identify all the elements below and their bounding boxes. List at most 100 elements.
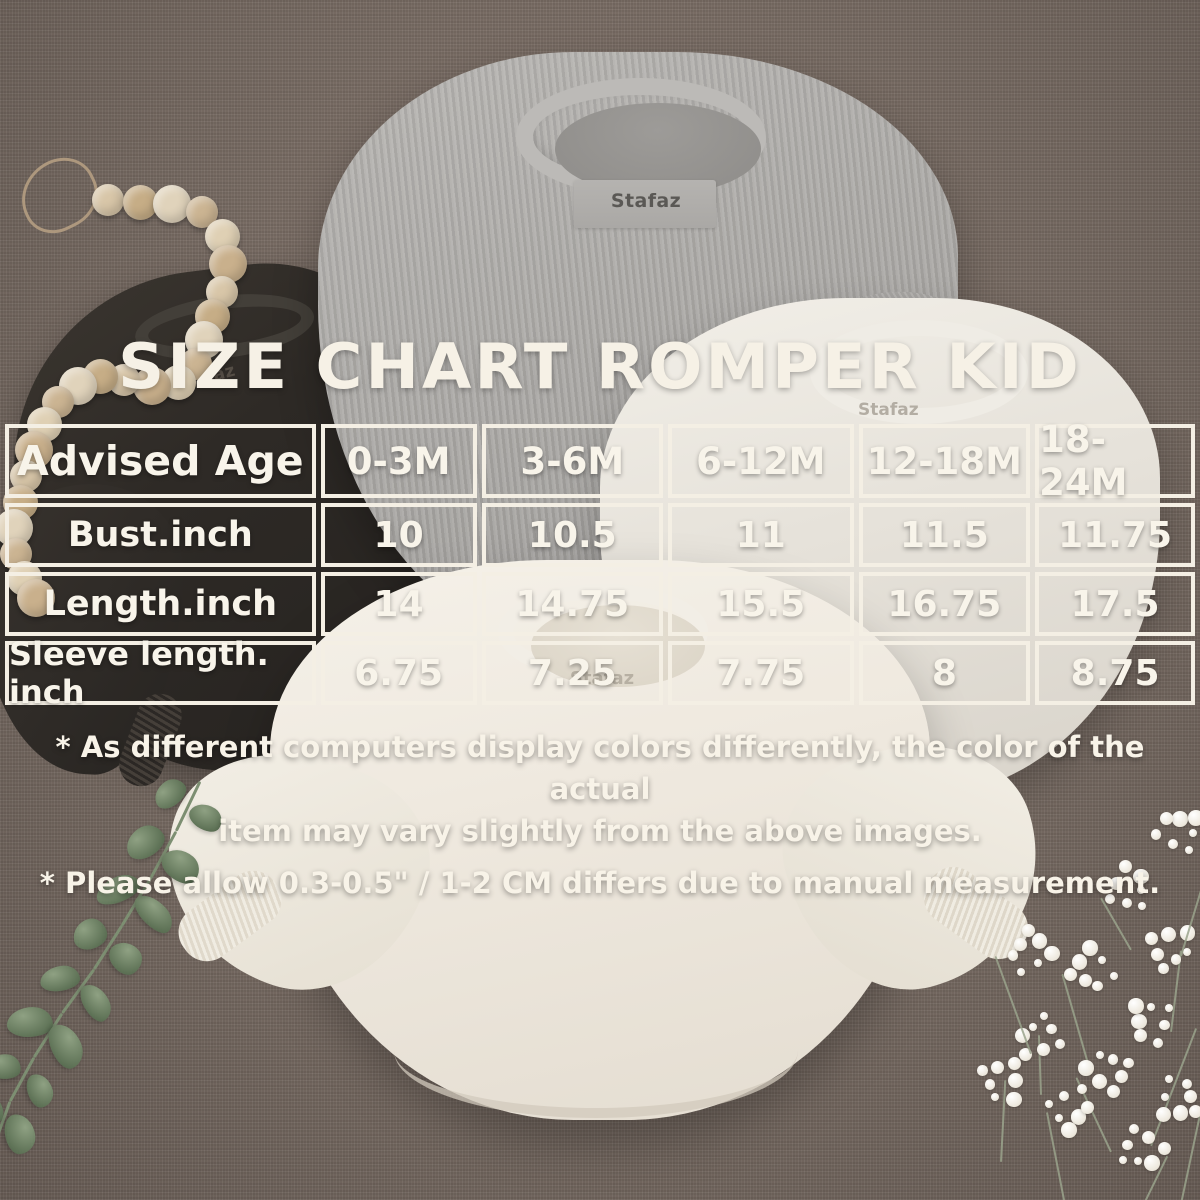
flower-floret xyxy=(1128,1123,1140,1135)
flower-floret xyxy=(1159,812,1173,826)
flower-floret xyxy=(1183,948,1192,957)
flower-floret xyxy=(1107,1054,1119,1065)
flower-floret xyxy=(1007,950,1019,961)
flower-floret xyxy=(990,1060,1004,1074)
flower-floret xyxy=(1188,810,1200,826)
row-label-bust: Bust.inch xyxy=(5,503,316,567)
bust-12-18m: 11.5 xyxy=(858,503,1031,567)
flower-floret xyxy=(1189,1105,1200,1119)
length-12-18m: 16.75 xyxy=(858,572,1031,636)
flower-floret xyxy=(1007,1072,1024,1089)
header-size-6-12m: 6-12M xyxy=(668,424,854,498)
note-line-1: * As different computers display colors … xyxy=(55,730,1145,807)
babys-breath-flowers xyxy=(880,770,1200,1200)
length-6-12m: 15.5 xyxy=(668,572,854,636)
flower-floret xyxy=(1184,1090,1198,1104)
flower-floret xyxy=(1152,1037,1164,1049)
table-row-sleeve-length: Sleeve length. inch 6.75 7.25 7.75 8 8.7… xyxy=(5,635,1195,711)
flower-floret xyxy=(984,1079,996,1090)
length-18-24m: 17.5 xyxy=(1035,572,1195,636)
flower-floret xyxy=(1109,971,1118,980)
header-size-0-3m: 0-3M xyxy=(320,424,477,498)
table-header-row: Advised Age 0-3M 3-6M 6-12M 12-18M 18-24… xyxy=(5,418,1195,504)
flower-floret xyxy=(1158,963,1169,974)
neck-tag-grey xyxy=(574,180,716,228)
flower-floret xyxy=(1144,1155,1160,1171)
flower-floret xyxy=(1159,1019,1170,1031)
wooden-bead xyxy=(122,184,158,220)
length-3-6m: 14.75 xyxy=(481,572,664,636)
flower-floret xyxy=(1138,901,1147,910)
wooden-bead-garland xyxy=(0,146,300,620)
flower-floret xyxy=(1160,1093,1169,1102)
flower-floret xyxy=(1006,1091,1022,1108)
flower-floret xyxy=(1076,1083,1088,1095)
flower-floret xyxy=(1137,886,1145,894)
flower-floret xyxy=(1109,876,1123,890)
note-line-3: * Please allow 0.3-0.5" / 1-2 CM differs… xyxy=(39,866,1161,901)
flower-floret xyxy=(1164,1004,1173,1013)
bubble-hem-cream xyxy=(394,1048,798,1118)
flower-floret xyxy=(1097,956,1106,965)
sleeve-12-18m: 8 xyxy=(858,641,1031,705)
flower-floret xyxy=(1037,1043,1051,1057)
flower-floret xyxy=(1058,1090,1070,1102)
flower-floret xyxy=(1071,954,1088,970)
flower-floret xyxy=(1106,1085,1120,1099)
flower-floret xyxy=(1147,1002,1156,1011)
flower-floret xyxy=(1151,947,1165,961)
flower-floret xyxy=(1134,1156,1143,1165)
flower-floret xyxy=(1014,937,1028,951)
flower-floret xyxy=(1172,811,1188,827)
flower-floret xyxy=(1044,945,1060,962)
brand-logo-white: Stafaz xyxy=(858,400,919,420)
flower-floret xyxy=(1031,933,1048,949)
flower-floret xyxy=(1121,897,1133,909)
note-line-2: item may vary slightly from the above im… xyxy=(218,814,982,849)
row-label-sleeve-length: Sleeve length. inch xyxy=(5,635,316,711)
flower-floret xyxy=(1096,1051,1105,1060)
flower-floret xyxy=(1033,959,1042,968)
header-size-18-24m: 18-24M xyxy=(1035,418,1195,504)
flower-floret xyxy=(1164,1074,1173,1083)
flower-floret xyxy=(977,1065,988,1076)
flower-floret xyxy=(1017,968,1026,977)
flower-floret xyxy=(1181,1078,1193,1090)
flower-floret xyxy=(1092,980,1103,992)
flower-floret xyxy=(1167,838,1179,850)
disclaimer-notes: * As different computers display colors … xyxy=(0,726,1200,904)
bust-0-3m: 10 xyxy=(320,503,477,567)
flower-floret xyxy=(1157,1142,1171,1156)
flower-floret xyxy=(1155,1106,1172,1123)
flower-floret xyxy=(1055,1113,1064,1122)
length-0-3m: 14 xyxy=(320,572,477,636)
flower-floret xyxy=(1184,846,1193,855)
header-size-12-18m: 12-18M xyxy=(858,424,1031,498)
flower-floret xyxy=(1091,1073,1108,1090)
row-label-length: Length.inch xyxy=(5,572,316,636)
flower-floret xyxy=(1114,1070,1128,1084)
flower-floret xyxy=(1142,1130,1156,1144)
flower-floret xyxy=(1118,859,1132,873)
table-row-length: Length.inch 14 14.75 15.5 16.75 17.5 xyxy=(5,572,1195,636)
romper-cream: Stafaz xyxy=(134,560,1071,1120)
flower-floret xyxy=(1021,923,1035,937)
flower-floret xyxy=(1150,829,1162,840)
flower-floret xyxy=(1170,954,1182,965)
flower-floret xyxy=(1145,931,1159,945)
header-size-3-6m: 3-6M xyxy=(481,424,664,498)
page-title: SIZE CHART ROMPER KID xyxy=(118,330,1082,403)
flower-floret xyxy=(991,1092,1000,1101)
flower-floret xyxy=(1061,1122,1077,1138)
flower-floret xyxy=(1054,1038,1066,1050)
table-row-bust: Bust.inch 10 10.5 11 11.5 11.75 xyxy=(5,503,1195,567)
flower-floret xyxy=(1040,1011,1049,1020)
flower-floret xyxy=(1080,1100,1094,1114)
header-advised-age: Advised Age xyxy=(5,424,316,498)
flower-floret xyxy=(1133,868,1149,885)
wooden-bead xyxy=(17,579,55,617)
flower-floret xyxy=(1188,829,1197,838)
flower-floret xyxy=(1046,1023,1057,1035)
